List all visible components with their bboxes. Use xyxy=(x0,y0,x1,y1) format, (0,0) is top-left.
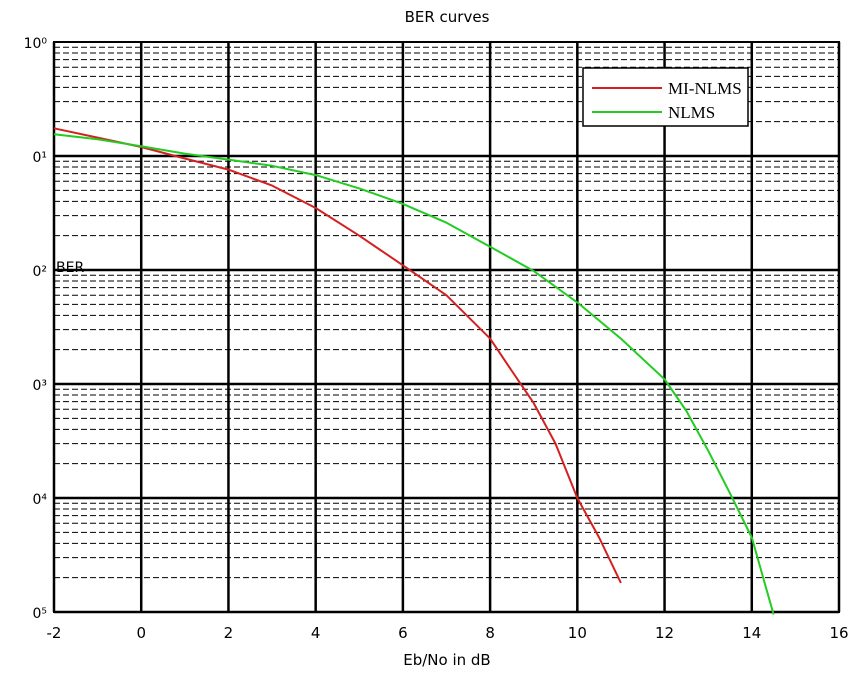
x-tick-label: 2 xyxy=(224,624,234,642)
chart-title: BER curves xyxy=(405,8,490,26)
plot-frame xyxy=(53,41,840,613)
x-tick-label: 12 xyxy=(655,624,674,642)
x-tick-label: 16 xyxy=(829,624,848,642)
y-tick-labels: 10⁰ 0¹ 0² 0³ 0⁴ 0⁵ xyxy=(24,36,48,622)
x-tick-label: 0 xyxy=(136,624,146,642)
y-axis-label: BER xyxy=(56,260,84,276)
x-tick-label: -2 xyxy=(47,624,62,642)
y-tick-label: 0⁴ xyxy=(32,492,47,508)
x-tick-label: 6 xyxy=(398,624,408,642)
grid-lines xyxy=(52,42,841,614)
series-line-mi-nlms xyxy=(53,127,622,584)
x-axis-label: Eb/No in dB xyxy=(403,651,490,669)
legend-label: MI-NLMS xyxy=(668,79,742,98)
legend-box xyxy=(582,67,749,127)
y-tick-label: 0⁵ xyxy=(32,606,47,622)
y-tick-label: 0¹ xyxy=(32,150,47,166)
x-tick-label: 8 xyxy=(485,624,495,642)
legend: MI-NLMS NLMS xyxy=(582,67,749,127)
y-tick-label: 10⁰ xyxy=(24,36,48,52)
y-tick-label: 0² xyxy=(32,264,47,280)
x-tick-label: 4 xyxy=(311,624,321,642)
legend-label: NLMS xyxy=(668,103,715,122)
series-lines xyxy=(53,127,775,615)
x-tick-label: 14 xyxy=(742,624,761,642)
x-tick-labels: -2 0 2 4 6 8 10 12 14 16 xyxy=(47,624,849,642)
series-line-nlms xyxy=(53,133,775,615)
x-tick-label: 10 xyxy=(568,624,587,642)
y-tick-label: 0³ xyxy=(32,378,47,394)
